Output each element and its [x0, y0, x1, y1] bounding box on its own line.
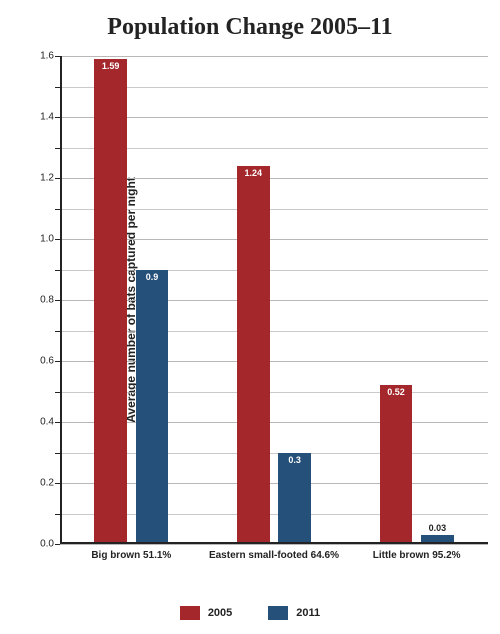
ytick-label: 1.2 [40, 173, 60, 184]
ytick-label: 0.8 [40, 295, 60, 306]
bar: 0.3 [278, 453, 311, 545]
bar-value-label: 1.24 [237, 168, 270, 178]
bar: 0.52 [380, 385, 413, 544]
bar-value-label: 1.59 [94, 61, 127, 71]
page: Population Change 2005–11 Average number… [0, 0, 500, 634]
bar-value-label: 0.03 [421, 523, 454, 535]
legend: 2005 2011 [0, 606, 500, 620]
chart-title: Population Change 2005–11 [0, 14, 500, 41]
ytick-label: 0.4 [40, 417, 60, 428]
legend-label-2005: 2005 [208, 607, 232, 619]
ytick-label: 0.0 [40, 539, 60, 550]
ytick-label: 1.0 [40, 234, 60, 245]
x-axis [60, 542, 488, 544]
y-axis [60, 56, 62, 544]
legend-label-2011: 2011 [296, 607, 320, 619]
legend-swatch-2011 [268, 606, 288, 620]
bar-value-label: 0.9 [136, 272, 169, 282]
plot-area: 0.00.20.40.60.81.01.21.41.6 1.590.9Big b… [60, 56, 488, 544]
ytick-label: 1.6 [40, 51, 60, 62]
legend-item-2011: 2011 [268, 606, 320, 620]
bars-layer: 1.590.9Big brown 51.1%1.240.3Eastern sma… [60, 56, 488, 544]
bar-value-label: 0.52 [380, 387, 413, 397]
category-label: Eastern small-footed 64.6% [203, 544, 346, 561]
legend-item-2005: 2005 [180, 606, 232, 620]
category-label: Big brown 51.1% [60, 544, 203, 561]
legend-swatch-2005 [180, 606, 200, 620]
ytick-label: 1.4 [40, 112, 60, 123]
y-axis-label-container: Average number of bats captured per nigh… [8, 56, 28, 544]
ytick-label: 0.6 [40, 356, 60, 367]
bar: 1.59 [94, 59, 127, 544]
category-label: Little brown 95.2% [345, 544, 488, 561]
bar-value-label: 0.3 [278, 455, 311, 465]
bar: 0.9 [136, 270, 169, 545]
ytick-label: 0.2 [40, 478, 60, 489]
bar: 1.24 [237, 166, 270, 544]
